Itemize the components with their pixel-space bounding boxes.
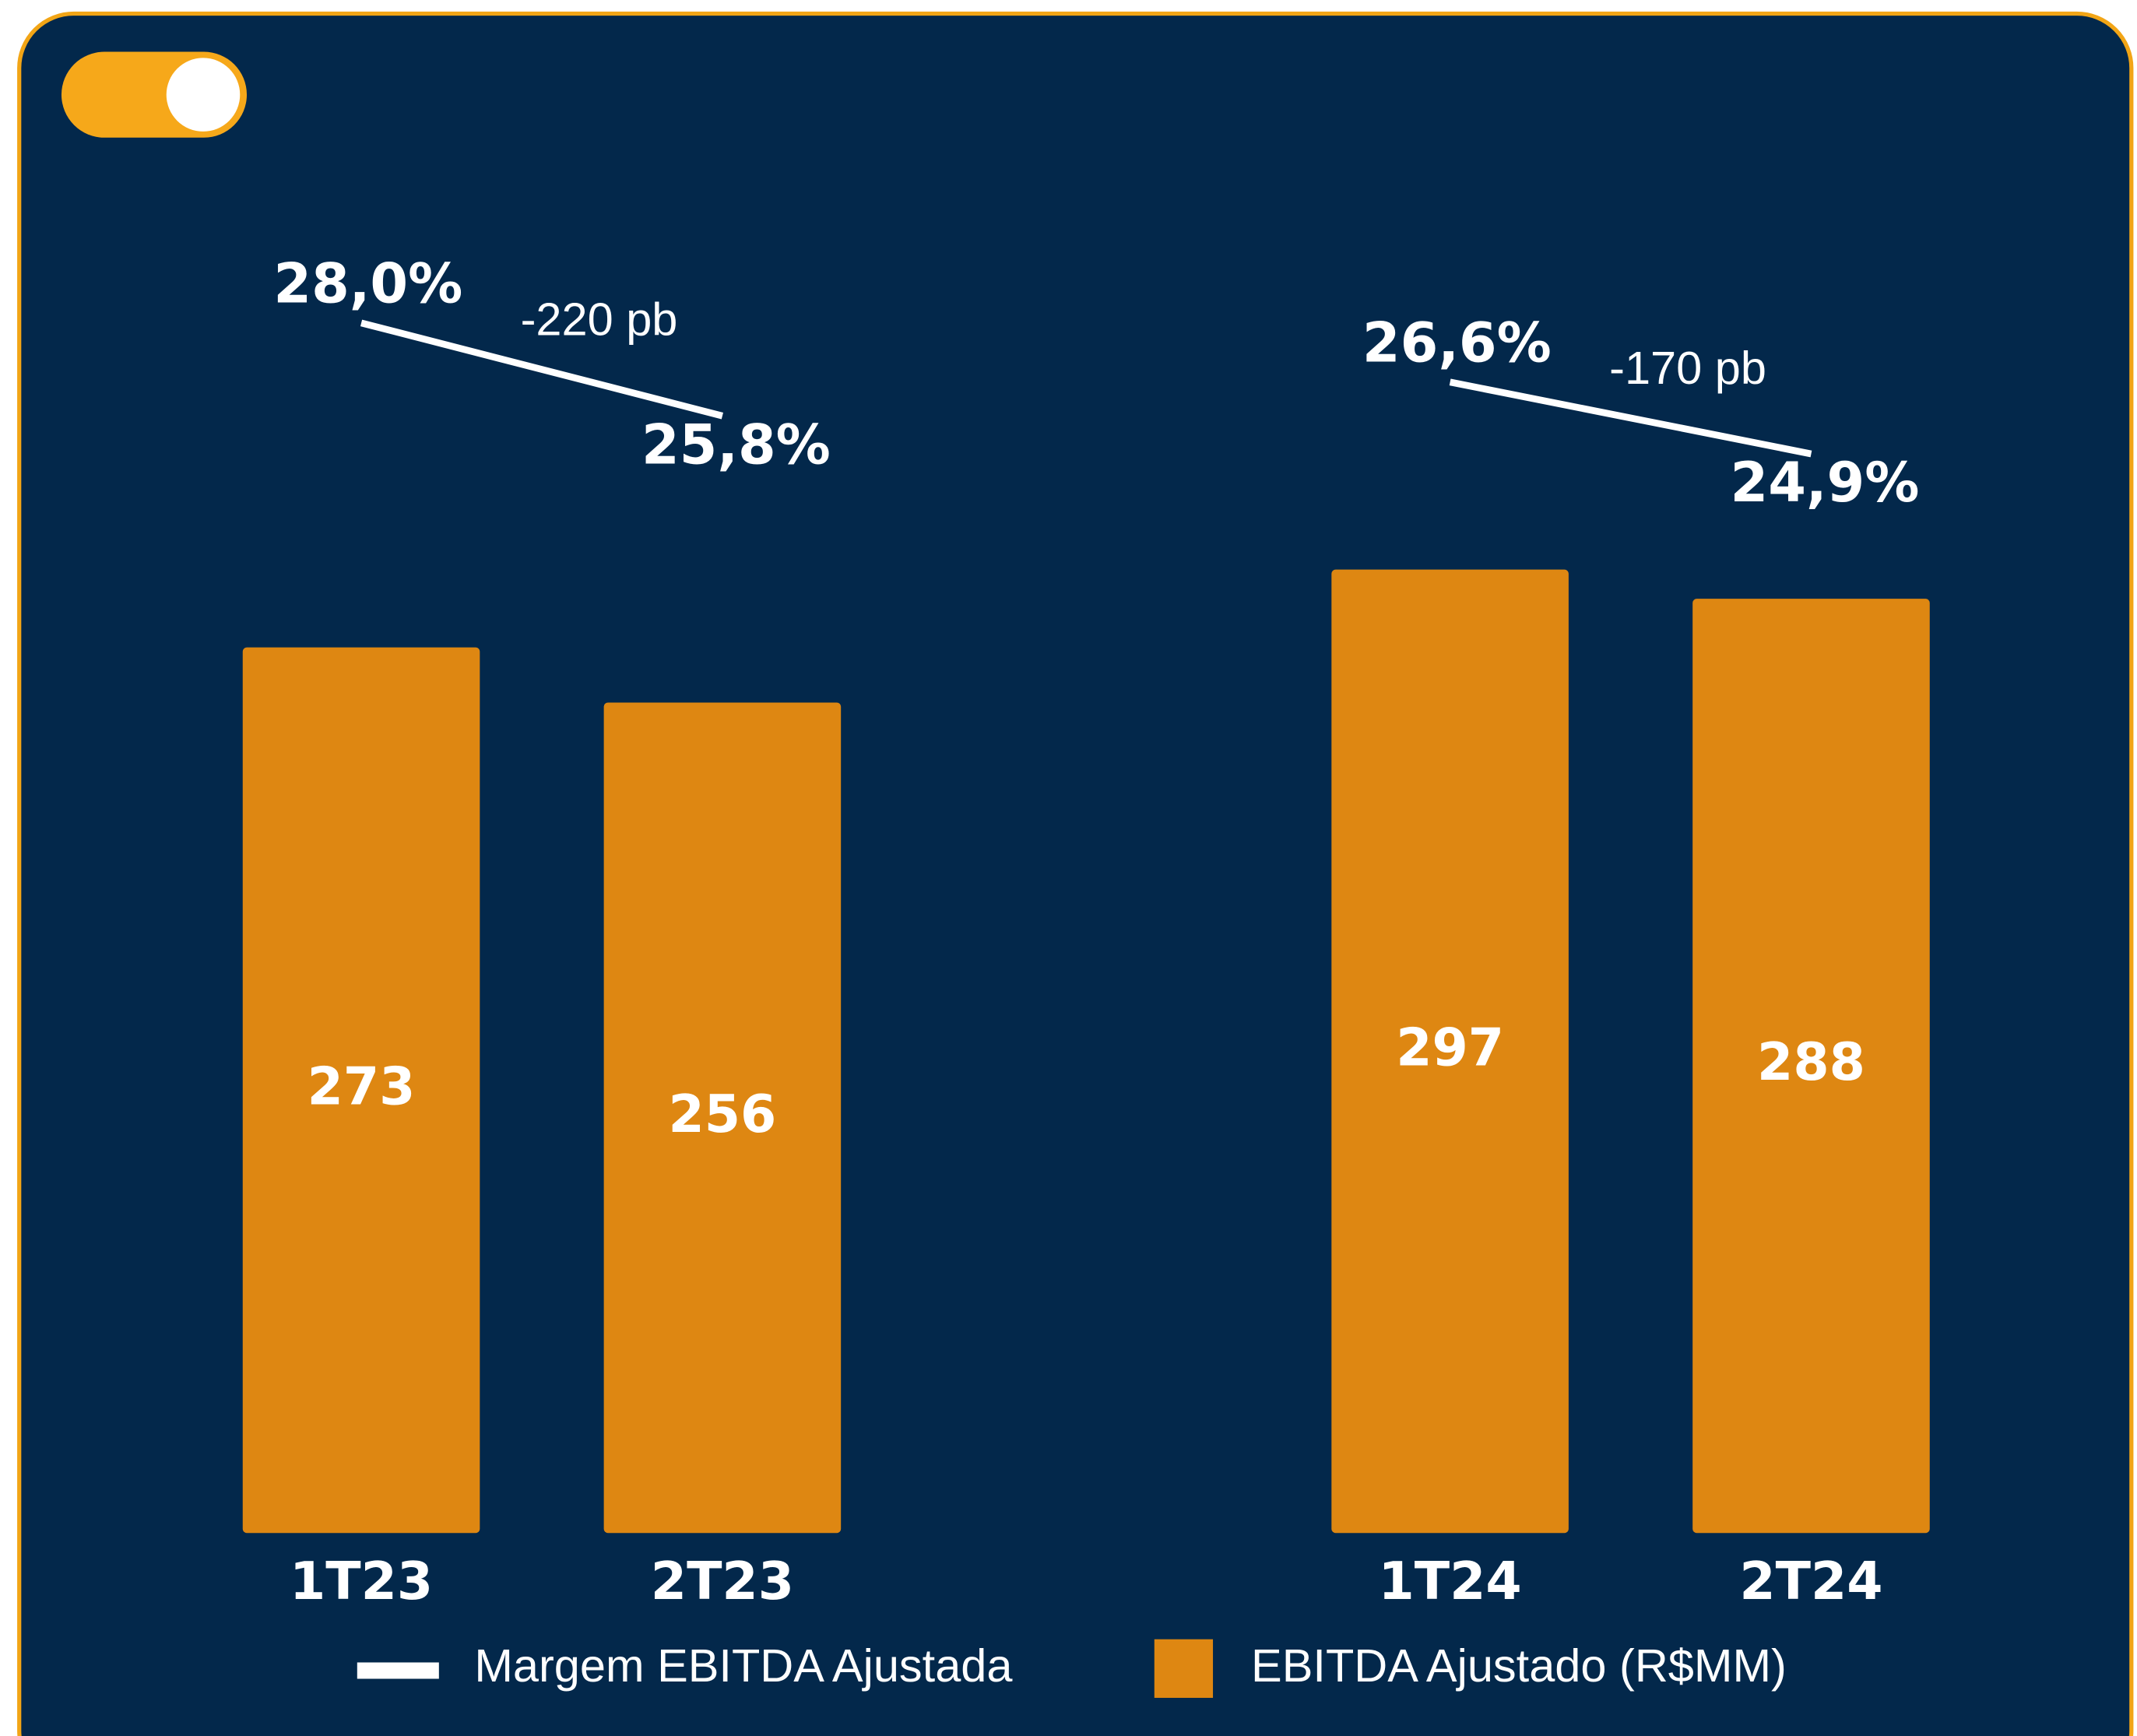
bar	[242, 647, 480, 1534]
x-tick-label: 2T23	[651, 1551, 794, 1611]
bar	[603, 702, 842, 1534]
legend-label: EBITDA Ajustado (R$MM)	[1251, 1639, 1787, 1692]
change-annotation: -170 pb	[1609, 342, 1766, 394]
x-tick-label: 2T24	[1739, 1551, 1882, 1611]
x-tick-label: 1T24	[1379, 1551, 1522, 1611]
toggle-knob[interactable]	[166, 58, 241, 132]
bar	[1331, 569, 1569, 1534]
margin-line	[1449, 378, 1812, 458]
bar-value-label: 256	[668, 1084, 776, 1144]
legend-swatch-bar	[1154, 1639, 1214, 1698]
margin-label: 25,8%	[641, 413, 831, 476]
bar-value-label: 273	[308, 1056, 416, 1116]
bar	[1692, 599, 1930, 1534]
bar-value-label: 297	[1396, 1017, 1504, 1077]
margin-label: 26,6%	[1362, 311, 1552, 374]
margin-label: 28,0%	[273, 251, 462, 315]
bar-value-label: 288	[1757, 1031, 1865, 1092]
legend-label: Margem EBITDA Ajustada	[474, 1639, 1013, 1692]
margin-label: 24,9%	[1731, 451, 1920, 515]
panel	[17, 11, 2134, 1736]
toggle[interactable]	[61, 51, 248, 138]
change-annotation: -220 pb	[521, 293, 678, 346]
x-tick-label: 1T23	[290, 1551, 433, 1611]
margin-line	[360, 319, 723, 420]
